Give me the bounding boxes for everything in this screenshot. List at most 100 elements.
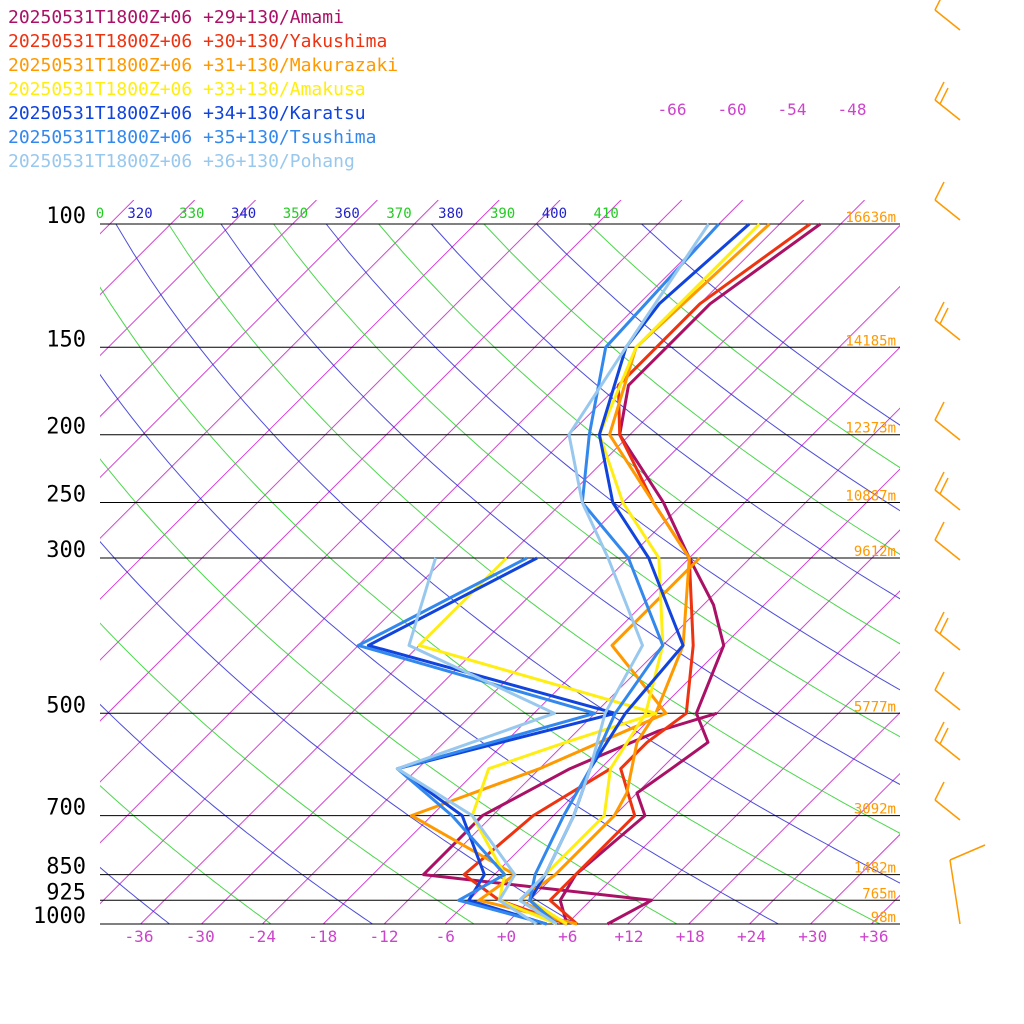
dewpoint-profile [409,556,701,926]
pressure-label: 100 [46,204,86,229]
height-label: 765m [862,886,896,902]
wind-barb [934,671,961,711]
theta-label: 410 [594,206,619,222]
legend-item: 20250531T1800Z+06 +31+130/Makurazaki [8,55,399,76]
dewpoint-profile [366,556,617,926]
isotherm-line [0,200,12,924]
isobar-lines [100,223,900,925]
theta-line [100,458,678,924]
isotherm-line [505,529,900,924]
temperature-profile [518,223,710,926]
legend-item: 20250531T1800Z+06 +30+130/Yakushima [8,31,388,52]
pressure-label: 925 [46,880,86,905]
isotherm-line [749,772,900,924]
wind-barb [934,301,961,341]
dewpoint-profile [356,556,597,926]
theta-label: 390 [490,206,515,222]
theta-line [430,223,900,600]
legend-item: 20250531T1800Z+06 +29+130/Amami [8,7,344,28]
wind-barb [934,521,961,561]
temperature-profile [548,222,811,926]
pressure-label: 500 [46,693,86,718]
theta-label: 330 [179,206,204,222]
wind-barbs [934,0,986,925]
height-label: 12373m [845,421,896,437]
dewpoint-profile [395,557,556,926]
theta-label: 400 [542,206,567,222]
temperature-profile [528,222,720,926]
theta-label: 380 [438,206,463,222]
wind-barb [934,401,961,441]
x-tick-label: +6 [558,927,577,946]
pressure-label: 1000 [33,904,86,929]
height-label: 10887m [845,489,896,505]
wind-barb [934,471,961,511]
wind-barb [934,611,961,651]
legend-item: 20250531T1800Z+06 +36+130/Pohang [8,151,355,172]
x-tick-label: +30 [798,927,827,946]
x-tick-label: -24 [247,927,276,946]
sounding-profiles [356,222,822,926]
temperature-profile [518,222,771,926]
isotherm-line [993,200,1024,924]
isotherm-line [566,590,900,924]
x-tick-label: +36 [860,927,889,946]
x-tick-label: -6 [436,927,455,946]
isotherm-line [100,200,439,540]
theta-label: 370 [386,206,411,222]
temperature-profile [528,222,761,926]
x-tick-label: +18 [676,927,705,946]
height-label: 3092m [854,802,896,818]
x-tick-label: +0 [497,927,516,946]
isotherm-line [100,200,683,783]
potential-temperature-lines [100,223,900,924]
pressure-label: 700 [46,796,86,821]
isotherm-line [100,200,256,357]
legend-item: 20250531T1800Z+06 +35+130/Tsushima [8,127,377,148]
pressure-label: 250 [46,483,86,508]
theta-label: 360 [335,206,360,222]
top-temperature-label: -66 [658,100,687,119]
legend-item: 20250531T1800Z+06 +33+130/Amakusa [8,79,366,100]
pressure-label: 200 [46,415,86,440]
height-label: 5777m [854,699,896,715]
x-tick-label: -18 [308,927,337,946]
isotherm-line [100,200,744,844]
temperature-profile [558,222,822,925]
x-tick-label: +24 [737,927,766,946]
x-tick-label: -36 [125,927,154,946]
isotherm-line [444,468,900,924]
theta-line [167,223,900,834]
wind-barb [949,844,986,925]
isotherm-line [688,711,900,924]
wind-barb [934,81,961,121]
isotherm-line [100,200,500,600]
theta-line [273,223,900,738]
legend: 20250531T1800Z+06 +29+130/Amami 20250531T… [8,6,398,174]
theta-label: 350 [283,206,308,222]
x-tick-label: -30 [186,927,215,946]
isotherm-line [100,200,561,661]
theta-line [483,223,900,555]
pressure-label: 300 [46,538,86,563]
x-tick-label: -12 [370,927,399,946]
isotherm-line [932,200,1024,924]
legend-item: 20250531T1800Z+06 +34+130/Karatsu [8,103,366,124]
dewpoint-profile [417,556,658,926]
dewpoint-profile [422,711,718,926]
isotherm-line [100,200,378,479]
theta-label: 320 [127,206,152,222]
top-temperature-label: -54 [778,100,807,119]
theta-label: 340 [231,206,256,222]
top-temperature-label: -60 [718,100,747,119]
isotherm-line [100,200,317,418]
x-tick-label: +12 [615,927,644,946]
isotherm-line [100,200,622,722]
wind-barb [934,721,961,761]
isotherm-lines [0,200,1024,924]
height-label: 98m [871,910,896,926]
wind-barb [934,181,961,221]
wind-barb [934,0,961,31]
pressure-label: 850 [46,855,86,880]
